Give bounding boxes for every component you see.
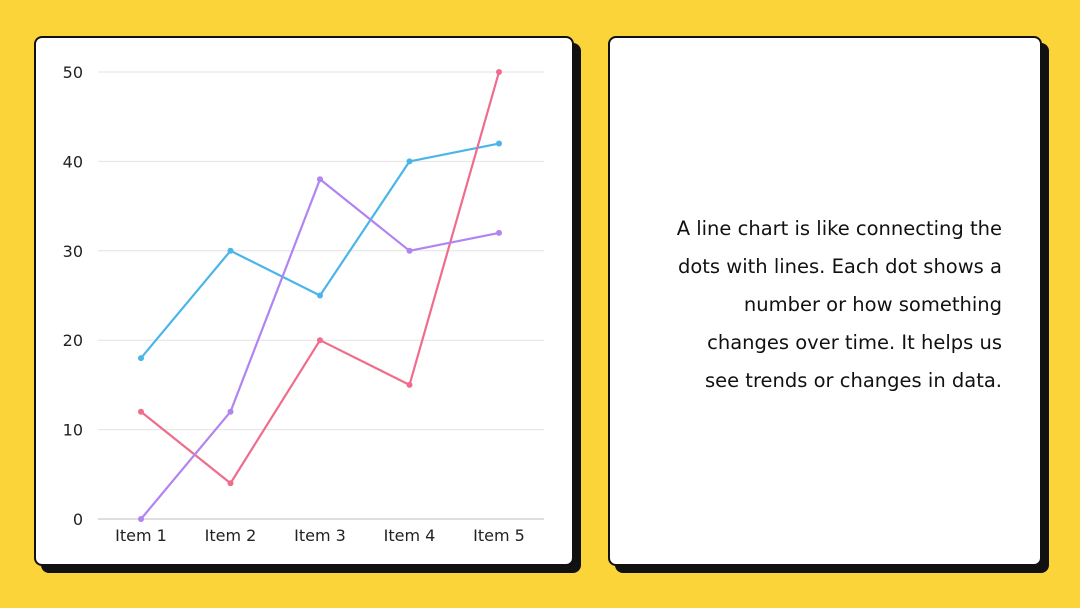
description-card: A line chart is like connecting the dots…	[608, 36, 1042, 566]
data-point-series-3	[406, 247, 413, 254]
data-point-series-1	[496, 140, 502, 147]
data-point-series-1	[406, 158, 413, 165]
x-tick-label: Item 3	[294, 526, 346, 545]
chart-card: 0 10 20 30 40 50 Item 1 Item 2 Item 3 Item 4 Item …	[34, 36, 574, 566]
description-text: A line chart is like connecting the dots…	[676, 217, 1002, 392]
line-chart: 0 10 20 30 40 50 Item 1 Item 2 Item 3 Item 4 Item …	[63, 63, 544, 545]
y-tick-label: 10	[63, 421, 83, 440]
y-tick-label: 50	[63, 63, 83, 82]
x-tick-label: Item 5	[473, 526, 525, 545]
y-tick-label: 20	[63, 331, 83, 350]
y-tick-label: 0	[73, 510, 83, 529]
x-tick-label: Item 2	[205, 526, 257, 545]
y-tick-label: 30	[63, 242, 83, 261]
data-point-series-1	[317, 292, 323, 299]
data-point-series-2	[406, 381, 413, 388]
series-line-2	[139, 70, 501, 485]
series-line-3	[139, 178, 501, 521]
data-point-series-2	[138, 408, 144, 415]
x-tick-label: Item 4	[384, 526, 436, 545]
data-point-series-3	[227, 408, 234, 415]
y-tick-label: 40	[63, 152, 83, 171]
data-point-series-2	[496, 69, 502, 75]
data-point-series-3	[317, 176, 323, 183]
data-point-series-2	[317, 337, 323, 344]
data-point-series-1	[227, 247, 234, 254]
data-point-series-2	[227, 480, 234, 487]
data-point-series-1	[138, 355, 144, 362]
data-point-series-3	[138, 516, 144, 522]
data-point-series-3	[496, 229, 502, 236]
x-tick-label: Item 1	[115, 526, 167, 545]
